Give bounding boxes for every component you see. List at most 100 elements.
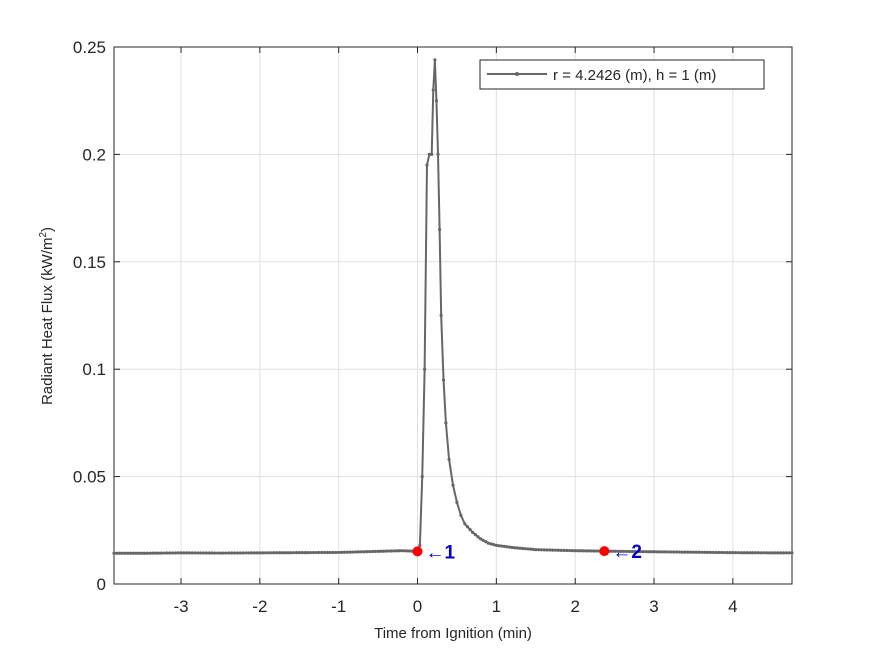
series-point (213, 551, 217, 555)
series-point (356, 550, 360, 554)
series-point (365, 550, 369, 554)
series-point (638, 550, 642, 554)
series-point (624, 549, 629, 554)
series-point (156, 551, 161, 555)
y-tick-label: 0.1 (82, 360, 106, 379)
series-point (351, 550, 355, 554)
series-point (663, 550, 667, 554)
series-point (748, 551, 752, 555)
series-point (633, 549, 637, 554)
series-point (328, 550, 332, 555)
series-point (686, 550, 690, 554)
series-point (117, 551, 122, 555)
series-point (652, 550, 656, 554)
series-point (573, 549, 577, 553)
series-point (455, 500, 459, 504)
x-tick-label: -3 (173, 597, 188, 616)
series-point (691, 550, 696, 554)
series-point (773, 551, 777, 555)
series-point (465, 525, 470, 529)
series-point (379, 549, 383, 553)
series-point (255, 551, 259, 555)
legend: r = 4.2426 (m), h = 1 (m) (479, 59, 765, 90)
series-point (562, 548, 566, 553)
series-point (476, 535, 480, 539)
series-point (159, 551, 163, 555)
series-point (154, 551, 158, 555)
series-point (787, 551, 791, 555)
series-point (594, 549, 599, 553)
series-point (672, 550, 676, 554)
series-point (784, 551, 788, 555)
series-point (528, 547, 533, 551)
series-point (468, 527, 472, 532)
series-point (722, 550, 727, 555)
plot-area (114, 47, 792, 584)
series-point (649, 550, 653, 554)
series-point (655, 550, 659, 554)
series-point (486, 541, 491, 545)
series-point (518, 546, 522, 550)
series-point (736, 551, 741, 555)
series-point (739, 551, 743, 555)
x-axis-label: Time from Ignition (min) (374, 625, 532, 642)
series-point (703, 550, 707, 554)
series-point (666, 550, 670, 554)
series-point (513, 546, 517, 550)
series-point (745, 551, 749, 555)
series-point (753, 551, 758, 555)
series-point (425, 163, 429, 167)
event-marker (599, 546, 610, 557)
series-point (359, 550, 363, 554)
series-point (641, 550, 645, 554)
series-point (277, 551, 282, 555)
series-point (362, 550, 366, 554)
y-tick-label: 0.2 (82, 145, 106, 164)
series-point (697, 550, 701, 554)
series-point (221, 551, 225, 555)
series-point (373, 549, 377, 554)
y-tick-label: 0.25 (73, 38, 106, 57)
series-point (227, 551, 231, 555)
series-point (434, 99, 439, 103)
series-point (750, 551, 755, 555)
series-point (320, 550, 324, 555)
series-point (523, 547, 527, 551)
series-point (622, 549, 626, 553)
series-point (384, 549, 388, 553)
series-point (314, 550, 318, 555)
series-point (644, 550, 648, 554)
series-point (139, 551, 144, 555)
series-point (339, 550, 344, 554)
series-point (694, 550, 698, 554)
series-point (269, 551, 273, 555)
series-point (613, 549, 618, 553)
series-point (619, 549, 623, 553)
series-point (539, 548, 544, 552)
series-point (427, 152, 431, 156)
series-point (439, 313, 443, 318)
series-point (436, 152, 440, 156)
series-point (199, 551, 203, 555)
x-tick-label: 1 (492, 597, 501, 616)
series-point (196, 551, 200, 555)
series-point (168, 551, 172, 555)
series-point (708, 550, 712, 554)
event-marker-label: ←2 (612, 542, 642, 563)
series-point (261, 551, 265, 555)
series-point (392, 549, 396, 553)
series-point (137, 551, 141, 555)
series-point (405, 549, 409, 553)
series-point (331, 550, 335, 555)
series-point (578, 549, 583, 553)
series-point (246, 551, 251, 555)
series-point (193, 551, 197, 555)
marker-layer: ←1 ←2 (412, 542, 642, 563)
series-point (317, 550, 321, 555)
series-point (368, 549, 372, 554)
series-point (531, 547, 535, 551)
series-point (616, 549, 620, 553)
series-point (759, 551, 763, 555)
y-tick-label: 0 (97, 575, 106, 594)
series-point (711, 550, 715, 555)
